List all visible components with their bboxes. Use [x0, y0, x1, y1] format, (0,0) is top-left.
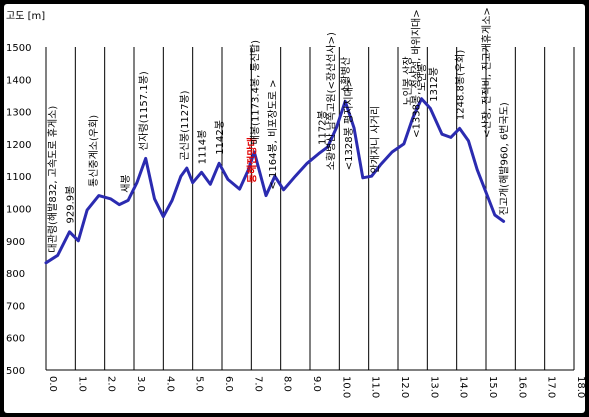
y-tick-label: 600 — [6, 334, 25, 345]
peak-annotation: 통신중계소(우회) — [88, 115, 100, 187]
x-tick-label: 5.0 — [194, 376, 205, 392]
x-tick-label: 3.0 — [135, 376, 146, 392]
y-tick-label: 900 — [6, 237, 25, 248]
x-tick-label: 7.0 — [252, 376, 263, 392]
peak-annotation: 1142봉 — [214, 120, 226, 155]
x-tick-label: 8.0 — [282, 376, 293, 392]
y-tick-label: 1100 — [6, 172, 31, 183]
y-tick-label: 700 — [6, 301, 25, 312]
x-tick-label: 9.0 — [311, 376, 322, 392]
x-tick-label: 13.0 — [428, 376, 439, 398]
peak-annotation: <산장, 전적비, 진고개휴게소> — [481, 7, 493, 138]
peak-annotation: 새봉 — [120, 174, 132, 192]
y-axis-label: 고도 [m] — [6, 11, 45, 22]
peak-annotation: 노인봉 산장 — [402, 56, 414, 105]
x-tick-label: 2.0 — [106, 376, 117, 392]
peak-annotation: 소황병산 — [340, 57, 352, 94]
peak-annotation: 노인봉 — [416, 63, 428, 91]
x-tick-label: 15.0 — [487, 376, 498, 398]
x-tick-label: 14.0 — [458, 376, 469, 398]
x-tick-label: 17.0 — [546, 376, 557, 398]
peak-annotation: 동해전망대 — [245, 137, 258, 183]
y-tick-label: 800 — [6, 269, 25, 280]
peak-annotation: 매봉(1173.4봉, 통신탑) — [249, 40, 261, 144]
peak-annotation: 1114봉 — [196, 130, 208, 165]
x-tick-label: 18.0 — [575, 376, 586, 398]
peak-annotation: 곤신봉(1127봉) — [179, 90, 191, 160]
chart-paper — [4, 4, 585, 413]
y-tick-label: 1000 — [6, 205, 31, 216]
elevation-series — [44, 97, 506, 265]
y-tick-label: 1200 — [6, 140, 31, 151]
x-tick-label: 11.0 — [370, 376, 381, 398]
y-tick-labels: 500 600 700 800 900 1000 1100 1200 1300 1400 1500 — [6, 43, 31, 377]
peak-annotation: 안개자니 사거리 — [370, 106, 382, 174]
y-tick-label: 1300 — [6, 108, 31, 119]
peak-annotation: 1172봉 — [317, 110, 329, 145]
peak-annotation: 대관령(해발832, 고속도로 휴게소) — [46, 106, 59, 253]
peak-annotation: 1312봉 — [428, 67, 440, 102]
peak-annotations: 대관령(해발832, 고속도로 휴게소) 929.9봉 통신중계소(우회) 새봉 선자령… — [46, 7, 511, 252]
peak-annotation: 1248.8봉(우회) — [455, 50, 467, 120]
peak-annotation: < 1164봉, 비포장도로 > — [267, 79, 279, 189]
x-tick-label: 12.0 — [399, 376, 410, 398]
x-tick-label: 0.0 — [47, 376, 58, 392]
x-tick-label: 1.0 — [76, 376, 87, 392]
x-tick-label: 10.0 — [340, 376, 351, 398]
peak-annotation: <1338봉, 정상석, 바위지대> — [410, 9, 423, 138]
grid-lines — [45, 47, 575, 370]
elevation-line — [44, 97, 506, 265]
x-tick-labels: 0.0 1.0 2.0 3.0 4.0 5.0 6.0 7.0 8.0 9.0 10.0 11.0 12… — [47, 376, 586, 398]
y-tick-label: 1400 — [6, 75, 31, 86]
x-tick-label: 6.0 — [223, 376, 234, 392]
peak-annotation: 선자령(1157.1봉) — [138, 71, 150, 151]
y-tick-label: 1500 — [6, 43, 31, 54]
peak-annotation: 소황병산 남쪽고원(<장산선사>) — [326, 32, 338, 170]
x-tick-label: 16.0 — [516, 376, 527, 398]
peak-annotation: <1328봉 평지지대> — [343, 79, 355, 170]
x-tick-label: 4.0 — [164, 376, 175, 392]
peak-annotation: 929.9봉 — [64, 186, 76, 224]
y-tick-label: 500 — [6, 366, 25, 377]
peak-annotation: 진고개(해발960, 6번국도) — [498, 102, 511, 215]
